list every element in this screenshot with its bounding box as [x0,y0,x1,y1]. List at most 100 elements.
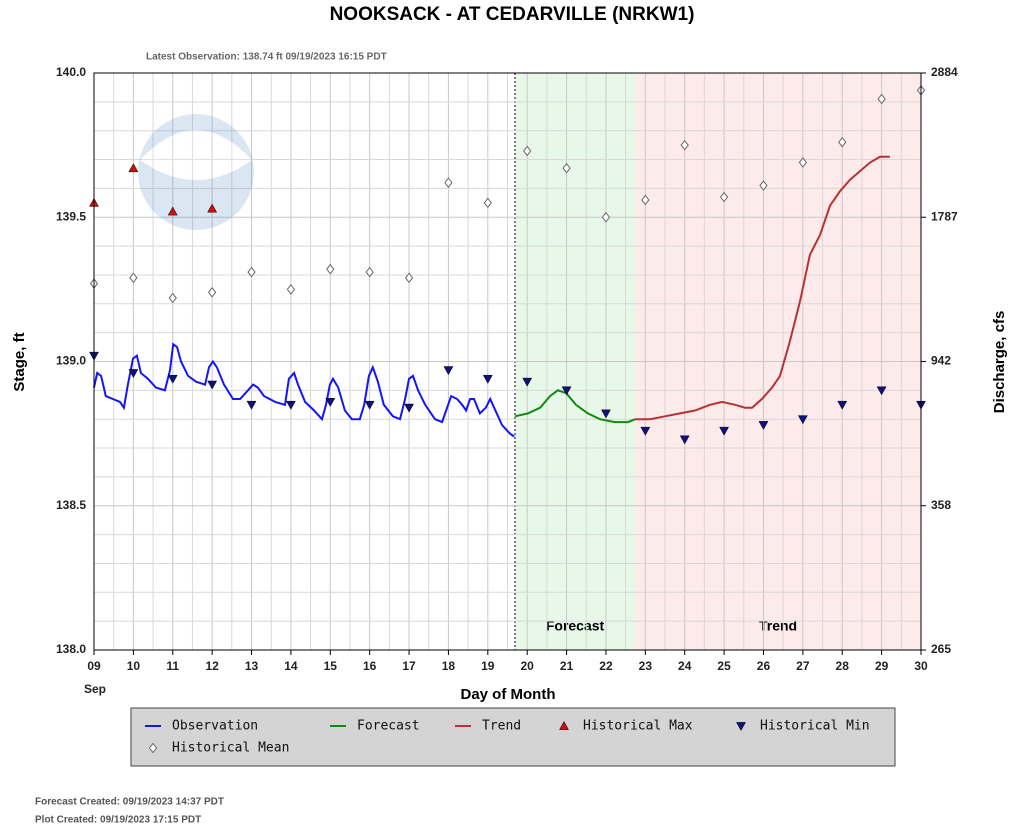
x-tick-label: 11 [166,659,179,673]
marker [365,266,374,278]
logo-circle [138,114,254,230]
x-tick-label: 22 [599,659,613,673]
marker [736,722,746,732]
y2-tick-label: 2884 [931,65,958,79]
x-tick-label: 23 [639,659,653,673]
marker [148,742,158,754]
legend-label: Trend [482,719,521,734]
y-tick-label: 140.0 [56,65,86,79]
x-tick-label: 16 [363,659,377,673]
legend-label: Forecast [357,719,420,734]
marker [876,386,887,396]
note: Forecast Created: 09/19/2023 14:37 PDT [35,797,224,808]
marker [364,400,375,410]
marker [128,369,139,379]
x-tick-label: 10 [127,659,141,673]
x-tick-label: 28 [836,659,850,673]
marker [798,157,807,168]
legend [130,707,896,767]
x-axis-label: Day of Month [461,686,556,703]
region-label: Forecast [546,618,605,634]
y-tick-label: 139.0 [56,354,86,368]
marker [562,162,571,174]
marker [247,266,256,278]
legend-items: Observation Forecast Trend Historical Max Hi… [145,719,870,756]
y-tick-label: 138.5 [56,498,86,512]
marker [482,374,493,384]
marker [561,386,572,396]
marker [837,400,848,410]
marker [246,400,257,410]
series-line [93,342,515,438]
marker [559,720,569,730]
marker [680,139,689,151]
y-tick-label: 138.0 [56,642,86,656]
x-tick-label: 29 [875,659,889,673]
marker [207,380,218,390]
marker [838,136,847,148]
marker [207,203,218,213]
x-tick-label: 13 [245,659,259,673]
marker [404,272,414,284]
x-tick-label: 18 [442,659,456,673]
marker [758,421,769,430]
subtitle: Latest Observation: 138.74 ft 09/19/2023… [146,52,387,63]
marker [641,194,650,206]
marker [759,180,768,191]
y2-axis-label: Discharge, cfs [991,311,1008,414]
marker [325,398,336,407]
marker [679,435,690,445]
logo-shape [140,130,252,180]
marker [167,374,178,384]
y2-tick-label: 1787 [931,209,958,223]
marker [719,426,730,436]
marker [523,145,532,157]
marker [444,177,453,188]
y-axis-label: Stage, ft [11,332,28,391]
x-tick-label: 09 [87,659,101,673]
legend-label: Historical Min [760,719,870,734]
y-tick-label: 139.5 [56,209,86,223]
x-tick-label: 14 [284,659,298,673]
marker [168,292,177,304]
marker [601,409,611,419]
marker [167,206,178,216]
chart-title: NOOKSACK - AT CEDARVILLE (NRKW1) [330,4,695,25]
marker [404,403,414,413]
x-tick-label: 20 [521,659,535,673]
marker [719,191,729,203]
noaa-logo [138,114,254,230]
x-sublabel: Sep [84,682,106,696]
x-tick-label: 15 [324,659,338,673]
x-tick-label: 26 [757,659,771,673]
marker [129,272,138,284]
legend-label: Historical Mean [172,741,289,756]
x-tick-label: 19 [481,659,495,673]
y2-tick-label: 265 [931,642,951,656]
x-tick-label: 21 [560,659,574,673]
y2-tick-label: 942 [931,354,951,368]
x-tick-label: 12 [205,659,219,673]
plot-frame [93,72,922,651]
series-line [635,155,890,421]
x-tick-label: 30 [914,659,928,673]
x-tick-label: 27 [796,659,810,673]
series-line [514,389,636,424]
marker [601,211,611,223]
region-label: Trend [759,618,797,634]
marker [208,286,217,298]
x-tick-label: 17 [402,659,416,673]
marker [797,415,808,425]
y2-tick-label: 358 [931,498,951,512]
legend-label: Observation [172,719,258,734]
marker [285,400,296,410]
x-tick-label: 25 [717,659,731,673]
marker [483,197,492,209]
marker [443,366,454,376]
x-tick-label: 24 [678,659,692,673]
marker [326,263,335,275]
marker [286,284,296,295]
marker [522,377,533,387]
marker [128,163,139,173]
